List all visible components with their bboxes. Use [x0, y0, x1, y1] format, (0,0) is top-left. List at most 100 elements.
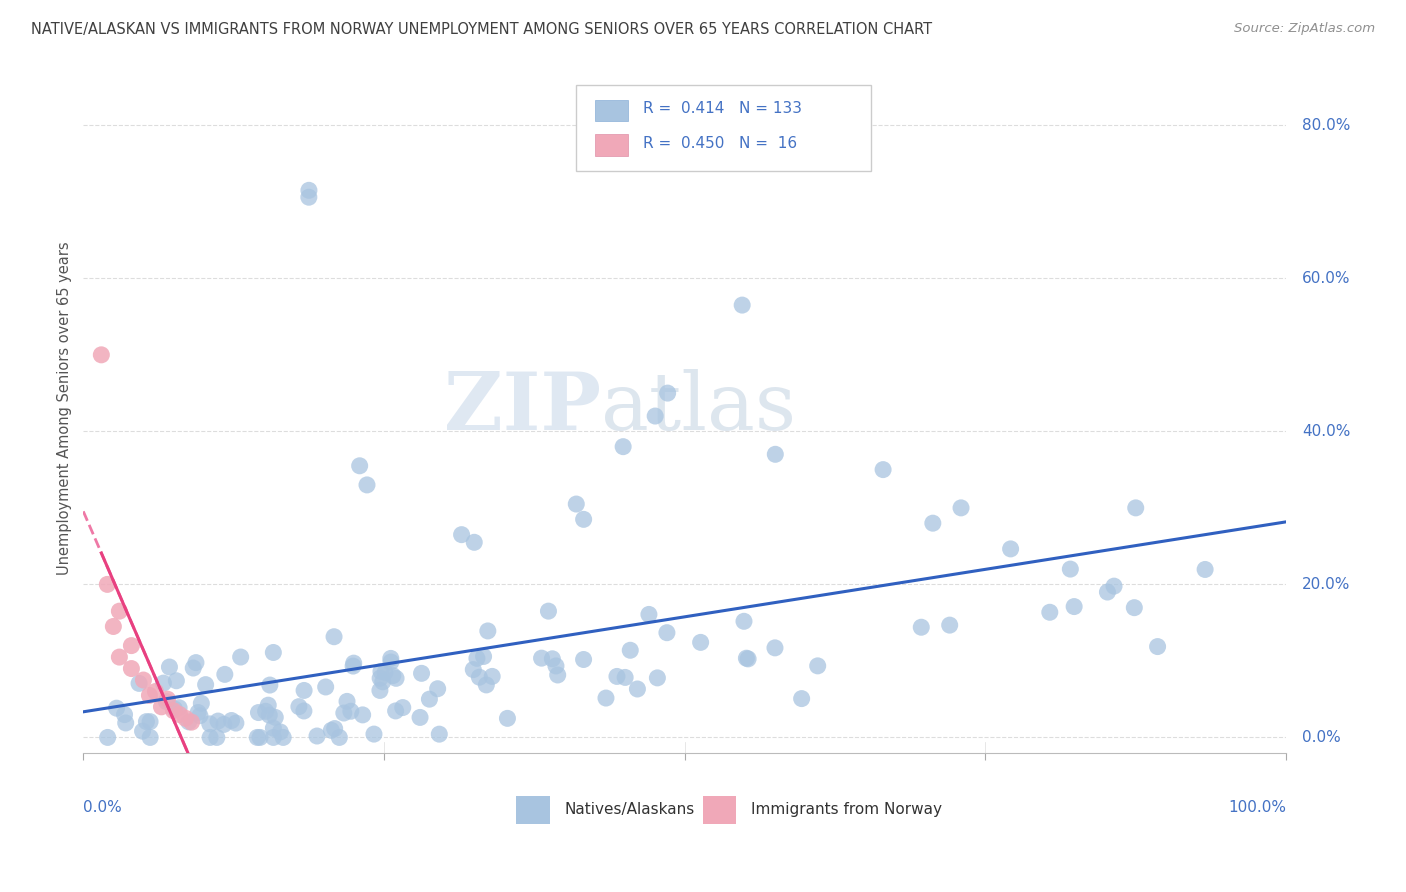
- Point: [155, 694, 177, 708]
- Point: [169, 707, 191, 722]
- FancyBboxPatch shape: [576, 85, 872, 170]
- Point: [547, 668, 569, 682]
- Point: [595, 691, 617, 706]
- Point: [644, 409, 666, 423]
- Point: [733, 615, 755, 629]
- Point: [214, 667, 236, 681]
- Point: [496, 711, 519, 725]
- Point: [368, 671, 391, 685]
- Point: [380, 651, 402, 665]
- Point: [689, 635, 711, 649]
- Point: [790, 691, 813, 706]
- Point: [477, 624, 499, 638]
- Point: [180, 715, 202, 730]
- Point: [225, 716, 247, 731]
- Point: [188, 708, 211, 723]
- Point: [108, 604, 131, 618]
- FancyBboxPatch shape: [595, 100, 628, 121]
- Text: atlas: atlas: [600, 369, 796, 448]
- Text: Immigrants from Norway: Immigrants from Norway: [751, 802, 942, 817]
- Point: [544, 659, 567, 673]
- Point: [254, 704, 277, 718]
- Point: [385, 671, 408, 685]
- Point: [619, 643, 641, 657]
- Point: [1123, 600, 1146, 615]
- Point: [343, 656, 366, 670]
- Point: [246, 731, 269, 745]
- Point: [152, 676, 174, 690]
- Point: [194, 678, 217, 692]
- Point: [298, 183, 321, 197]
- Text: NATIVE/ALASKAN VS IMMIGRANTS FROM NORWAY UNEMPLOYMENT AMONG SENIORS OVER 65 YEAR: NATIVE/ALASKAN VS IMMIGRANTS FROM NORWAY…: [31, 22, 932, 37]
- Point: [657, 386, 679, 401]
- Point: [145, 684, 167, 698]
- Point: [572, 512, 595, 526]
- Point: [96, 577, 118, 591]
- Point: [249, 731, 271, 745]
- Point: [368, 683, 391, 698]
- Point: [530, 651, 553, 665]
- Point: [229, 650, 252, 665]
- Point: [626, 681, 648, 696]
- Point: [292, 683, 315, 698]
- Point: [207, 714, 229, 728]
- Text: R =  0.450   N =  16: R = 0.450 N = 16: [643, 136, 797, 151]
- Point: [105, 701, 128, 715]
- Point: [333, 706, 356, 720]
- Text: 0.0%: 0.0%: [1302, 730, 1340, 745]
- FancyBboxPatch shape: [595, 134, 628, 155]
- Point: [323, 722, 346, 736]
- Point: [165, 673, 187, 688]
- Point: [135, 714, 157, 729]
- Point: [565, 497, 588, 511]
- Point: [371, 674, 394, 689]
- Point: [90, 348, 112, 362]
- Point: [950, 500, 973, 515]
- Point: [349, 458, 371, 473]
- Point: [370, 665, 392, 679]
- Point: [938, 618, 960, 632]
- FancyBboxPatch shape: [703, 797, 737, 823]
- Point: [298, 190, 321, 204]
- Point: [468, 670, 491, 684]
- Point: [323, 630, 346, 644]
- Point: [120, 662, 142, 676]
- Point: [305, 729, 328, 743]
- Point: [409, 710, 432, 724]
- Text: Source: ZipAtlas.com: Source: ZipAtlas.com: [1234, 22, 1375, 36]
- Point: [481, 669, 503, 683]
- Point: [271, 731, 294, 745]
- Point: [162, 704, 184, 718]
- Point: [221, 714, 243, 728]
- Text: ZIP: ZIP: [443, 369, 600, 448]
- Text: 80.0%: 80.0%: [1302, 118, 1350, 133]
- Point: [181, 661, 204, 675]
- Point: [187, 706, 209, 720]
- Point: [177, 714, 200, 729]
- Text: Natives/Alaskans: Natives/Alaskans: [564, 802, 695, 817]
- Point: [167, 700, 190, 714]
- Point: [120, 639, 142, 653]
- Point: [264, 710, 287, 724]
- Point: [114, 707, 136, 722]
- Point: [1146, 640, 1168, 654]
- Point: [1059, 562, 1081, 576]
- Point: [198, 731, 221, 745]
- Point: [614, 670, 637, 684]
- Point: [763, 447, 786, 461]
- Point: [1097, 585, 1119, 599]
- Point: [572, 652, 595, 666]
- Point: [128, 676, 150, 690]
- Point: [731, 298, 754, 312]
- Point: [647, 671, 669, 685]
- Point: [427, 727, 450, 741]
- Point: [541, 652, 564, 666]
- Point: [374, 665, 396, 680]
- Point: [138, 689, 160, 703]
- Point: [315, 680, 337, 694]
- Point: [262, 645, 284, 659]
- Point: [807, 658, 830, 673]
- Point: [352, 707, 374, 722]
- Point: [356, 478, 378, 492]
- Point: [247, 706, 270, 720]
